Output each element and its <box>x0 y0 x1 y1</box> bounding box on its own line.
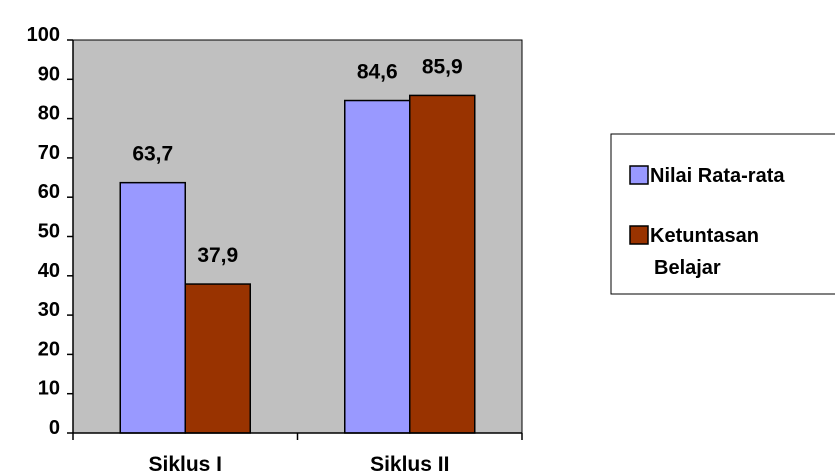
bar <box>119 181 186 434</box>
data-label: 63,7 <box>132 143 173 166</box>
y-tick-label: 60 <box>38 181 60 203</box>
y-tick-label: 30 <box>38 299 60 321</box>
y-tick-label: 70 <box>38 142 60 164</box>
y-tick-label: 0 <box>49 417 60 439</box>
x-category-label: Siklus I <box>148 453 222 473</box>
data-label: 37,9 <box>197 244 238 267</box>
legend-items: Nilai Rata-rata Ketuntasan Belajar <box>629 165 785 279</box>
y-tick-label: 20 <box>38 338 60 360</box>
legend-label: Nilai Rata-rata <box>650 165 785 187</box>
y-tick-label: 100 <box>27 24 60 46</box>
legend-box <box>610 133 835 295</box>
y-tick-label: 10 <box>38 378 60 400</box>
y-tick-label: 40 <box>38 260 60 282</box>
bar <box>409 94 476 434</box>
y-tick-label: 50 <box>38 221 60 243</box>
bar <box>184 283 251 434</box>
legend: Nilai Rata-rata Ketuntasan Belajar <box>610 133 835 295</box>
legend-swatch <box>629 165 649 185</box>
legend-swatch <box>629 225 649 245</box>
legend-label: Ketuntasan <box>650 225 759 247</box>
axes-layer <box>67 39 523 440</box>
bars-layer <box>119 94 476 434</box>
y-tick-label: 80 <box>38 103 60 125</box>
legend-label: Belajar <box>654 257 721 279</box>
y-tick-label: 90 <box>38 63 60 85</box>
bar <box>344 99 411 434</box>
labels-layer: 0 10 20 30 40 50 60 70 80 90 100 Siklus I 63,7 37,9 Si… <box>27 24 463 473</box>
data-label: 85,9 <box>422 55 463 78</box>
data-label: 84,6 <box>357 61 398 84</box>
x-category-label: Siklus II <box>370 453 449 473</box>
